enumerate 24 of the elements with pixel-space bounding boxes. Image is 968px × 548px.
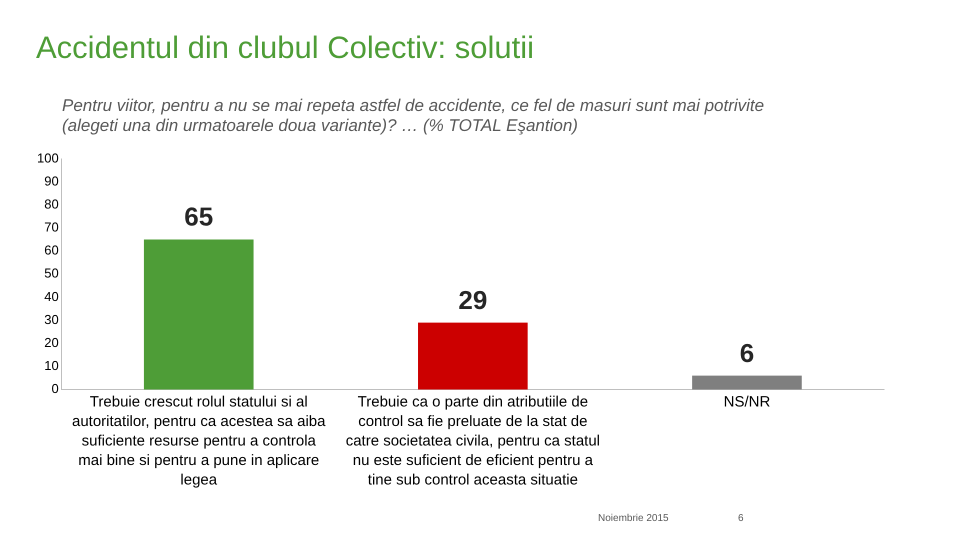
chart-subtitle: Pentru viitor, pentru a nu se mai repeta astfel de accidente, ce fel de masuri sunt mai potrivite (alegeti una din urmatoarele doua variante)? … (% TOTAL Eşantion) <box>62 96 766 137</box>
y-tick-label: 90 <box>44 173 59 188</box>
y-tick-label: 10 <box>44 358 59 374</box>
data-label: 65 <box>184 202 214 232</box>
bar <box>692 376 802 390</box>
data-label: 29 <box>458 284 488 315</box>
y-tick-label: 50 <box>44 266 59 281</box>
x-tick-label: NS/NR <box>724 393 770 410</box>
text: 6 <box>738 513 744 524</box>
y-tick-label: 60 <box>44 242 59 258</box>
y-tick-label: 40 <box>44 288 59 304</box>
y-tick-label: 20 <box>44 334 59 350</box>
y-tick-label: 100 <box>36 150 59 166</box>
y-tick-label: 70 <box>44 220 59 235</box>
y-tick-label: 0 <box>51 381 59 396</box>
x-tick-label: Trebuie crescut rolul statului si al autoritatilor, pentru ca acestea sa aiba suficiente resurse pentru a controla mai bine si pentru a pune in aplicare legea <box>72 393 326 488</box>
bar <box>418 322 528 390</box>
x-tick-label: Trebuie ca o parte din atributiile de control sa fie preluate de la stat de catre societatea civila, pentru ca statul nu este suficient de eficient pentru a tine sub control aceasta situatie <box>346 393 600 488</box>
text: Noiembrie 2015 <box>598 513 669 524</box>
bar <box>144 240 254 390</box>
y-tick-label: 80 <box>44 196 59 212</box>
chart-title: Accidentul din clubul Colectiv: solutii <box>36 30 534 66</box>
data-label: 6 <box>740 338 754 368</box>
y-tick-label: 30 <box>44 312 59 327</box>
